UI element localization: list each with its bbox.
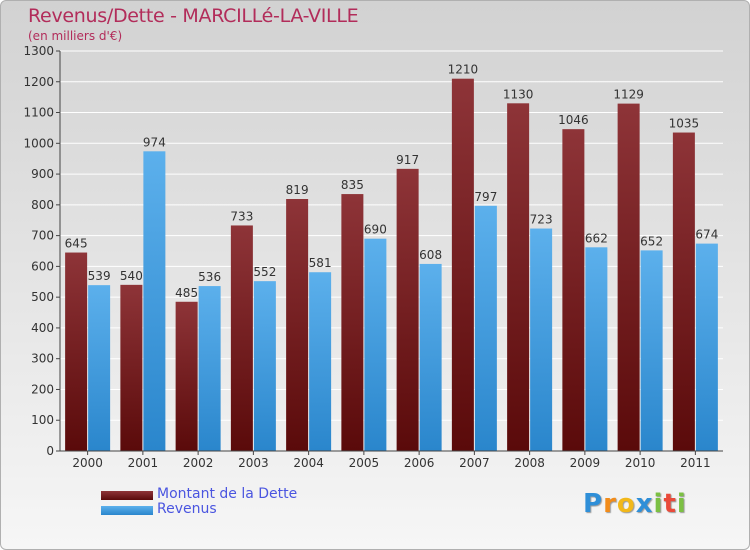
bar-debt xyxy=(507,103,530,452)
y-tick-label: 400 xyxy=(31,321,54,335)
logo-letter: x xyxy=(635,489,654,519)
bar-revenue xyxy=(143,151,166,452)
data-label-debt: 819 xyxy=(286,183,309,197)
logo-letter: i xyxy=(676,489,687,519)
bar-revenue xyxy=(585,247,608,451)
x-tick-label: 2010 xyxy=(625,456,656,470)
data-label-debt: 1035 xyxy=(669,117,700,131)
x-tick-label: 2007 xyxy=(459,456,490,470)
data-label-revenue: 974 xyxy=(143,135,166,149)
y-tick-label: 900 xyxy=(31,167,54,181)
bar-debt xyxy=(562,129,585,451)
data-label-debt: 835 xyxy=(341,178,364,192)
logo-letter: r xyxy=(603,489,617,519)
bar-debt xyxy=(286,199,309,451)
data-label-debt: 1046 xyxy=(558,113,589,127)
legend-label-debt: Montant de la Dette xyxy=(157,486,298,502)
x-tick-label: 2009 xyxy=(570,456,601,470)
bar-revenue xyxy=(419,263,442,451)
data-label-debt: 1130 xyxy=(503,87,534,101)
data-label-debt: 1210 xyxy=(448,63,479,77)
y-tick-label: 200 xyxy=(31,382,54,396)
data-label-revenue: 723 xyxy=(530,213,553,227)
x-tick-label: 2000 xyxy=(72,456,103,470)
bar-debt xyxy=(341,194,364,452)
data-label-revenue: 536 xyxy=(198,270,221,284)
legend-swatch-debt xyxy=(101,491,153,500)
data-label-debt: 917 xyxy=(396,153,419,167)
data-label-revenue: 608 xyxy=(419,248,442,262)
bar-revenue xyxy=(198,286,221,451)
data-label-revenue: 581 xyxy=(309,256,332,270)
data-label-revenue: 552 xyxy=(253,265,276,279)
legend-label-revenue: Revenus xyxy=(157,501,217,517)
y-tick-label: 0 xyxy=(46,444,54,458)
bar-revenue xyxy=(309,272,332,451)
logo-letter: P xyxy=(583,489,604,519)
y-tick-label: 1100 xyxy=(23,106,54,120)
data-label-revenue: 539 xyxy=(88,269,111,283)
data-label-revenue: 690 xyxy=(364,223,387,237)
bar-revenue xyxy=(364,238,387,451)
bar-debt xyxy=(230,225,253,451)
bar-debt xyxy=(451,78,474,451)
bar-revenue xyxy=(695,243,718,451)
y-tick-label: 300 xyxy=(31,352,54,366)
y-tick-label: 500 xyxy=(31,290,54,304)
grid-lines xyxy=(60,50,723,452)
y-tick-label: 100 xyxy=(31,413,54,427)
y-tick-label: 1300 xyxy=(23,44,54,58)
data-label-revenue: 662 xyxy=(585,231,608,245)
data-label-debt: 1129 xyxy=(613,88,644,102)
logo-letter: i xyxy=(653,489,664,519)
bar-debt xyxy=(396,168,419,451)
x-tick-label: 2011 xyxy=(680,456,711,470)
bar-debt xyxy=(617,103,640,451)
bar-revenue xyxy=(88,285,111,451)
x-tick-label: 2008 xyxy=(514,456,545,470)
data-label-debt: 733 xyxy=(230,209,253,223)
y-tick-label: 700 xyxy=(31,229,54,243)
chart-title: Revenus/Dette - MARCILLé-LA-VILLE xyxy=(28,5,359,27)
bar-debt xyxy=(672,132,695,452)
bar-revenue xyxy=(640,250,663,451)
data-label-debt: 540 xyxy=(120,269,143,283)
data-label-revenue: 797 xyxy=(474,190,497,204)
x-tick-label: 2006 xyxy=(404,456,435,470)
legend-swatch-revenue xyxy=(101,506,153,515)
bar-revenue xyxy=(530,228,553,451)
x-tick-label: 2004 xyxy=(293,456,324,470)
proxiti-logo: Proxiti xyxy=(583,489,687,519)
data-label-revenue: 674 xyxy=(695,228,718,242)
x-tick-label: 2001 xyxy=(128,456,159,470)
x-tick-label: 2005 xyxy=(349,456,380,470)
data-label-debt: 645 xyxy=(65,237,88,251)
axes: 0 100 200 300 400 500 600 700 800 900 1000 1100 1200… xyxy=(23,44,723,470)
x-tick-label: 2003 xyxy=(238,456,269,470)
x-tick-label: 2002 xyxy=(183,456,214,470)
bar-debt xyxy=(65,252,88,451)
y-tick-label: 1000 xyxy=(23,136,54,150)
bar-debt xyxy=(120,284,143,451)
logo-letter: t xyxy=(663,489,677,519)
bars xyxy=(65,78,718,452)
bar-debt xyxy=(175,301,198,451)
chart-subtitle: (en milliers d'€) xyxy=(28,29,123,43)
y-tick-label: 800 xyxy=(31,198,54,212)
bar-revenue xyxy=(474,205,497,451)
y-tick-label: 600 xyxy=(31,259,54,273)
logo-letter: o xyxy=(616,489,636,519)
data-label-debt: 485 xyxy=(175,286,198,300)
y-tick-label: 1200 xyxy=(23,75,54,89)
data-label-revenue: 652 xyxy=(640,234,663,248)
bar-revenue xyxy=(253,281,276,451)
